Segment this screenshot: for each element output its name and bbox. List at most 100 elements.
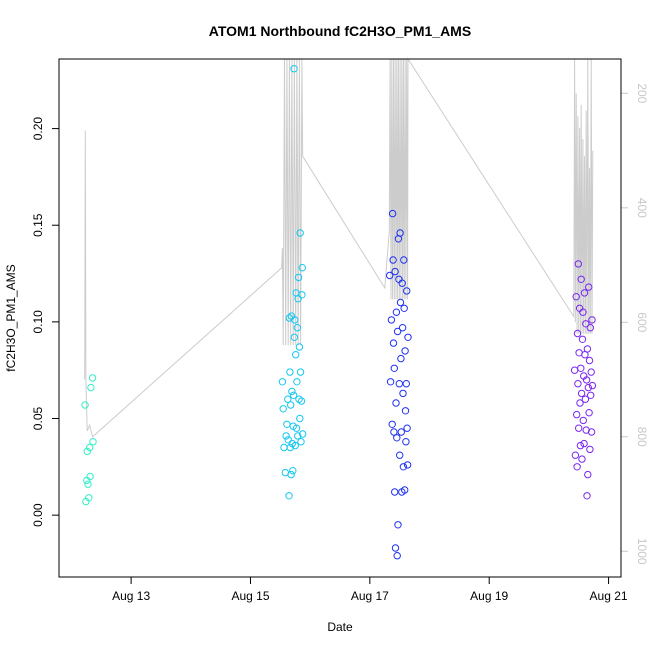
data-point <box>390 428 398 436</box>
data-point <box>293 378 301 386</box>
data-point <box>399 463 408 471</box>
plot-frame <box>58 58 622 578</box>
chart-title: ATOM1 Northbound fC2H3O_PM1_AMS <box>209 23 471 39</box>
data-point <box>584 470 592 479</box>
data-point <box>297 397 306 405</box>
data-point <box>571 451 580 459</box>
data-point <box>404 333 412 341</box>
data-point <box>586 445 594 454</box>
data-point <box>582 320 590 328</box>
data-point <box>403 461 412 469</box>
data-point <box>289 391 298 399</box>
y-tick-label: 0.15 <box>31 213 45 237</box>
data-point <box>292 424 301 432</box>
data-point <box>284 395 292 403</box>
data-point <box>291 441 299 450</box>
data-point <box>280 443 288 452</box>
data-point <box>388 420 396 428</box>
data-point <box>84 480 92 488</box>
data-point <box>279 405 287 413</box>
data-point <box>398 324 407 332</box>
data-point <box>287 470 295 479</box>
right-tick-label: 1000 <box>635 538 649 565</box>
data-point <box>574 380 582 388</box>
data-point <box>575 424 583 432</box>
data-point <box>578 455 586 463</box>
data-point <box>389 256 397 264</box>
data-point <box>85 494 93 502</box>
data-point <box>296 414 304 423</box>
gray-series-line <box>84 57 594 438</box>
data-point <box>580 289 589 297</box>
data-point <box>292 351 300 359</box>
right-tick-label: 600 <box>635 312 649 332</box>
x-tick-label: Aug 21 <box>590 589 628 603</box>
data-point <box>386 271 394 280</box>
data-point <box>298 264 306 272</box>
data-point <box>86 472 94 481</box>
data-point <box>401 486 409 494</box>
data-point <box>402 380 410 388</box>
data-point <box>588 381 597 390</box>
data-point <box>397 354 405 363</box>
data-point <box>290 333 299 341</box>
data-point <box>570 366 579 374</box>
data-point <box>577 389 586 398</box>
data-point <box>400 304 408 312</box>
data-point <box>581 395 590 403</box>
y-tick-label: 0.20 <box>31 117 45 141</box>
data-point <box>287 401 295 409</box>
right-tick-label: 800 <box>635 427 649 447</box>
data-point <box>289 467 297 475</box>
data-point <box>574 260 582 268</box>
data-point <box>587 368 595 376</box>
data-point <box>290 65 298 73</box>
data-point <box>579 308 587 316</box>
data-point <box>396 451 404 459</box>
data-point <box>294 432 302 440</box>
gray-line-layer <box>84 57 594 438</box>
data-point <box>396 229 404 237</box>
data-point <box>394 521 402 529</box>
data-point <box>386 378 395 386</box>
data-point <box>286 368 294 376</box>
data-point <box>579 416 587 425</box>
data-point <box>278 378 287 386</box>
data-point <box>576 399 584 407</box>
right-tick-label: 200 <box>635 83 649 103</box>
data-point <box>288 387 296 396</box>
data-point <box>584 383 592 392</box>
data-point <box>388 209 397 218</box>
data-point <box>577 364 585 372</box>
x-tick-label: Aug 17 <box>351 589 389 603</box>
right-tick-label: 400 <box>635 198 649 218</box>
data-point <box>286 443 294 452</box>
data-point <box>393 552 401 560</box>
data-point <box>391 267 399 276</box>
x-tick-label: Aug 15 <box>231 589 269 603</box>
data-point <box>397 428 405 436</box>
data-point <box>586 324 594 332</box>
data-point <box>293 324 301 332</box>
data-point <box>396 298 405 307</box>
data-point <box>387 316 396 324</box>
data-point <box>294 295 302 303</box>
data-point <box>400 256 408 264</box>
data-point <box>391 488 399 496</box>
data-point <box>294 273 303 282</box>
data-point <box>283 420 291 428</box>
data-point <box>573 463 581 471</box>
data-point <box>391 544 400 552</box>
data-point <box>398 279 406 287</box>
data-point <box>585 356 594 365</box>
y-axis-label: fC2H3O_PM1_AMS <box>4 264 18 371</box>
data-point <box>392 308 401 316</box>
data-point <box>390 364 398 372</box>
data-point <box>583 345 592 353</box>
data-point <box>88 374 97 382</box>
data-point <box>83 447 91 456</box>
data-point <box>585 409 593 417</box>
data-point <box>573 329 582 338</box>
data-point <box>81 401 89 409</box>
